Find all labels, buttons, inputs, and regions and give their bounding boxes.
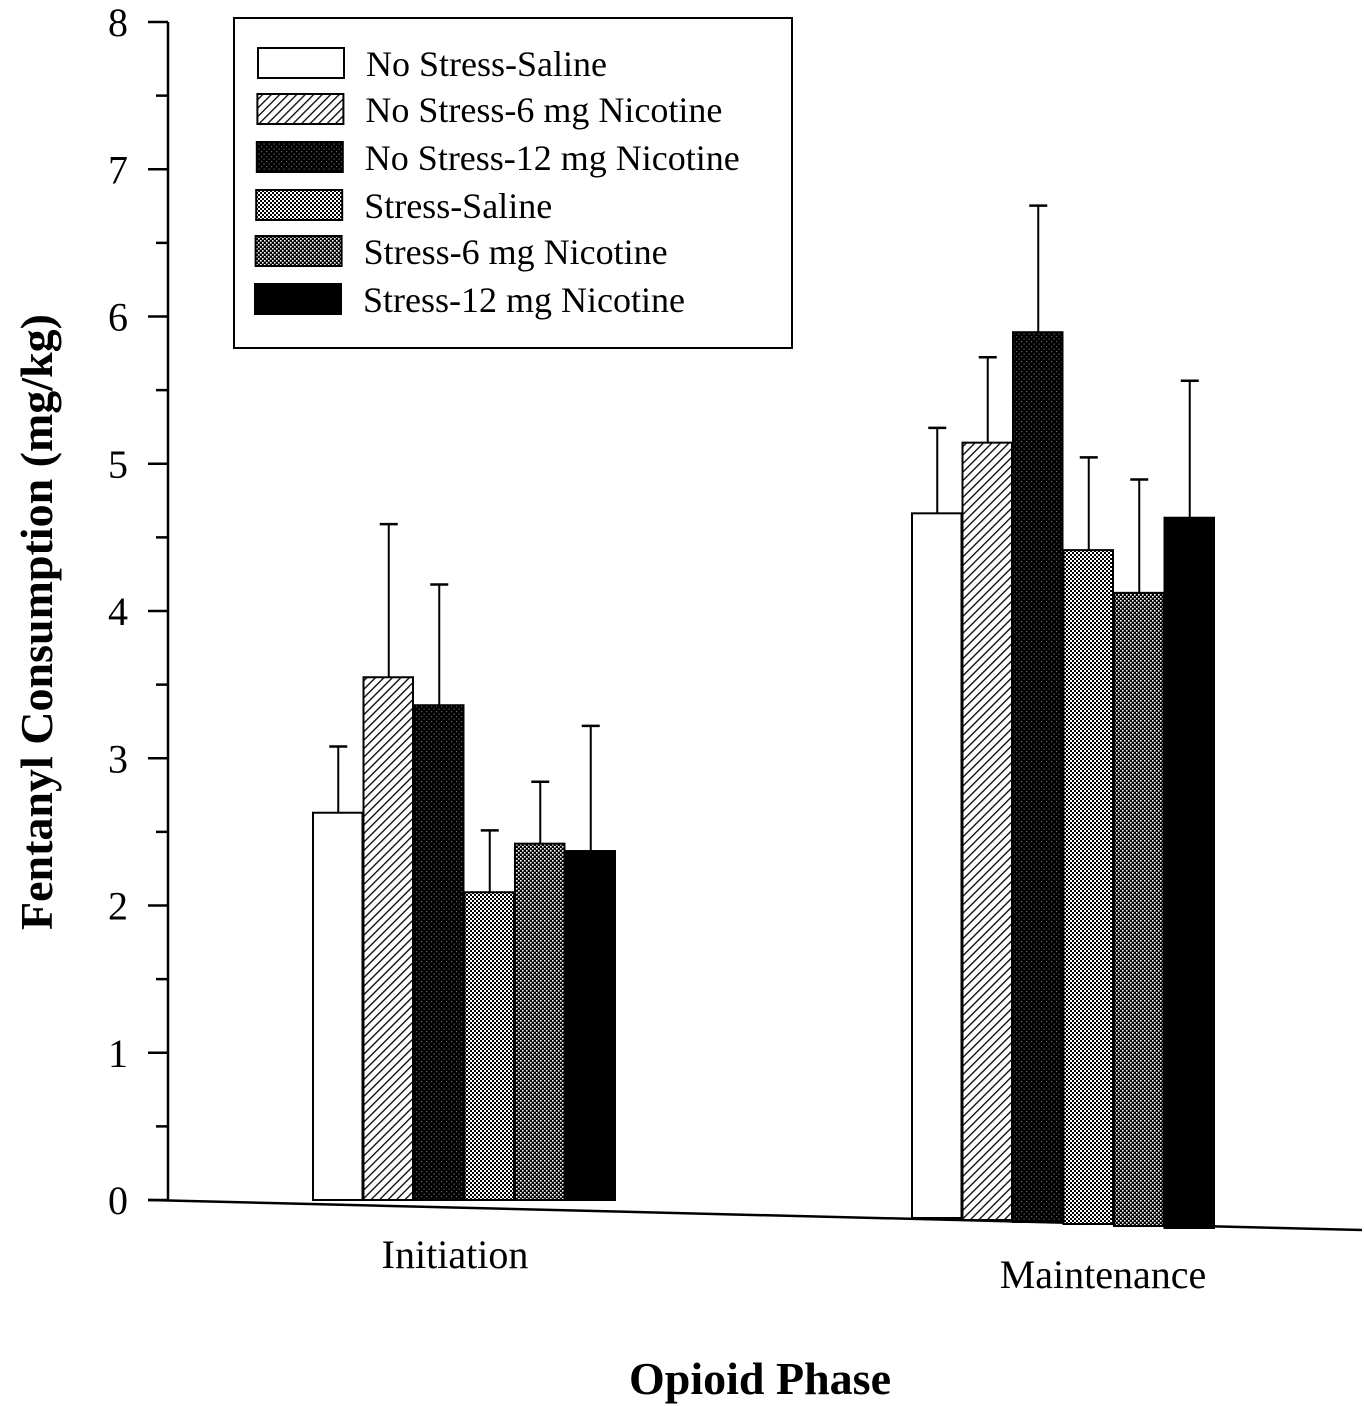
- y-tick-label: 7: [108, 147, 128, 192]
- legend-label: Stress-6 mg Nicotine: [364, 232, 668, 272]
- legend-label: Stress-Saline: [364, 186, 552, 226]
- y-tick-labels: 0 1 2 3 4 5 6 7 8: [108, 0, 128, 1223]
- bar: [514, 842, 566, 1202]
- bars: [312, 331, 1215, 1229]
- y-tick-label: 4: [108, 589, 128, 634]
- legend-label: No Stress-6 mg Nicotine: [365, 90, 722, 130]
- y-axis-title: Fentanyl Consumption (mg/kg): [11, 314, 62, 930]
- bar: [911, 512, 963, 1219]
- legend-swatch: [257, 47, 345, 79]
- bar: [961, 441, 1013, 1221]
- legend-swatch: [254, 235, 343, 267]
- bar: [1163, 516, 1215, 1229]
- y-ticks: [148, 20, 168, 1202]
- y-tick-label: 5: [108, 442, 128, 487]
- legend-swatch: [255, 189, 344, 221]
- y-tick-label: 1: [108, 1031, 128, 1076]
- error-bars: [329, 204, 1199, 893]
- bar: [564, 850, 616, 1202]
- legend-swatch: [255, 141, 344, 173]
- legend-swatch: [254, 283, 342, 315]
- y-tick-label: 0: [108, 1178, 128, 1223]
- category-label: Maintenance: [1000, 1252, 1207, 1297]
- legend-swatch: [256, 93, 345, 125]
- y-tick-label: 2: [108, 884, 128, 929]
- category-label: Initiation: [382, 1232, 529, 1277]
- legend-label: Stress-12 mg Nicotine: [363, 280, 685, 320]
- bar: [463, 891, 515, 1201]
- bar: [413, 704, 465, 1201]
- bar: [1062, 549, 1114, 1225]
- legend: No Stress-Saline No Stress-6 mg Nicotine N…: [233, 17, 793, 349]
- bar: [1113, 591, 1165, 1227]
- y-tick-label: 6: [108, 295, 128, 340]
- category-labels: Initiation Maintenance: [382, 1232, 1207, 1297]
- legend-label: No Stress-12 mg Nicotine: [365, 138, 740, 178]
- y-tick-label: 3: [108, 736, 128, 781]
- bar: [362, 676, 414, 1201]
- x-axis-title: Opioid Phase: [629, 1353, 891, 1404]
- bar: [312, 811, 364, 1201]
- bar: [1012, 331, 1064, 1223]
- legend-label: No Stress-Saline: [366, 44, 607, 84]
- y-tick-label: 8: [108, 0, 128, 45]
